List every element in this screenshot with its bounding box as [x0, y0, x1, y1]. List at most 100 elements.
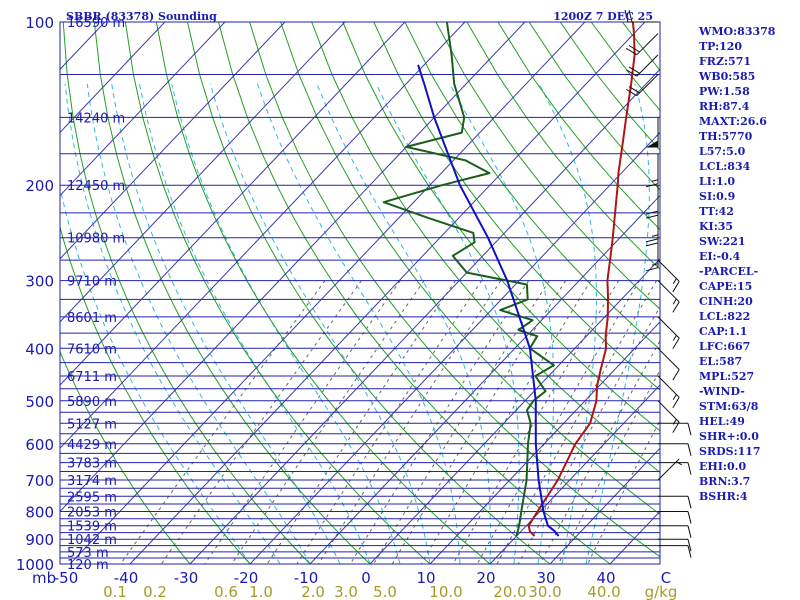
wind-barb-half-feather	[651, 263, 659, 266]
index-14: SW:221	[699, 235, 746, 248]
wind-barb-feather	[625, 69, 638, 77]
valid-time: 1200Z 7 DEC 25	[553, 10, 653, 23]
wind-barb-2	[658, 525, 692, 538]
wind-barb-feather	[687, 443, 692, 456]
isotherm-6	[60, 22, 346, 323]
wind-barb-3	[658, 511, 692, 524]
wind-barb-staff	[657, 280, 680, 303]
height-label-16: 1042 m	[67, 533, 117, 548]
wind-barb-feather	[628, 86, 640, 94]
height-label-7: 6711 m	[67, 370, 117, 385]
isotherm-12	[189, 68, 660, 564]
height-label-11: 3783 m	[67, 457, 117, 472]
wind-barb-feather	[645, 242, 659, 247]
plot-border	[59, 21, 661, 565]
wind-barb-feather	[687, 496, 692, 509]
pressure-label-600: 600	[25, 436, 54, 454]
wind-barb-10	[657, 375, 680, 409]
mixing-ratio-line-8	[373, 280, 550, 564]
wind-barbs	[624, 9, 692, 558]
height-label-2: 12450 m	[67, 179, 125, 194]
moist-adiabat-7	[257, 83, 461, 564]
height-label-4: 9710 m	[67, 275, 117, 290]
pressure-label-300: 300	[25, 273, 54, 291]
pressure-label-100: 100	[25, 14, 54, 32]
temperature-tick-3: -20	[234, 569, 259, 587]
height-label-6: 7610 m	[67, 342, 117, 357]
height-label-14: 2053 m	[67, 506, 117, 521]
isotherm-7	[60, 22, 406, 386]
pressure-label-1000: 1000	[16, 556, 54, 574]
parcel-path-line	[417, 64, 560, 537]
index-6: MAXT:26.6	[699, 115, 767, 128]
wind-barb-4	[658, 495, 692, 509]
wind-barb-feather	[624, 9, 629, 23]
pressure-label-500: 500	[25, 393, 54, 411]
wind-barb-feather	[672, 421, 680, 433]
index-4: PW:1.58	[699, 85, 750, 98]
index-15: EI:-0.4	[699, 250, 741, 263]
plot-frame	[59, 21, 661, 565]
index-11: SI:0.9	[699, 190, 735, 203]
height-label-10: 4429 m	[67, 438, 117, 453]
wind-barb-11	[657, 347, 680, 381]
isotherm-17	[489, 384, 660, 564]
mixing-ratio-tick-6: 5.0	[373, 583, 397, 600]
mixing-ratio-tick-7: 10.0	[429, 583, 462, 600]
isotherm-4	[60, 22, 226, 197]
wind-barb-feather	[672, 281, 680, 293]
wind-barb-half-feather	[651, 179, 659, 182]
height-label-5: 8601 m	[67, 311, 117, 326]
index-25: STM:63/8	[699, 400, 759, 413]
wind-barb-staff	[636, 33, 659, 56]
wind-barb-12	[657, 316, 680, 349]
wind-barb-feather	[687, 462, 692, 475]
mixing-ratio-tick-1: 0.2	[143, 583, 167, 600]
height-label-8: 5890 m	[67, 395, 117, 410]
wind-barb-feather	[687, 545, 692, 558]
index-22: EL:587	[699, 355, 742, 368]
mixing-ratio-tick-9: 30.0	[528, 583, 561, 600]
pressure-unit-label: mb	[32, 569, 56, 587]
isotherms	[60, 22, 660, 564]
height-labels: 16590 m 14240 m 12450 m 10980 m 9710 m 8601 m…	[67, 16, 125, 573]
index-20: CAP:1.1	[699, 325, 747, 338]
wind-barb-21	[625, 54, 659, 77]
temperature-axis-labels: -50 -40 -30 -20 -10 0 10 20 30 40 C	[54, 569, 671, 587]
wind-barb-feather	[628, 45, 640, 53]
height-label-13: 2595 m	[67, 490, 117, 505]
temperature-line	[527, 22, 636, 537]
wind-barb-16	[645, 212, 659, 247]
dewpoint-line	[382, 22, 555, 537]
isotherm-3	[60, 22, 166, 134]
index-28: SRDS:117	[699, 445, 761, 458]
index-29: EHI:0.0	[699, 460, 746, 473]
wind-barb-half-feather	[672, 298, 677, 305]
temperature-tick-2: -30	[174, 569, 199, 587]
mixing-ratio-line-7	[349, 280, 530, 564]
wind-barb-feather	[687, 423, 692, 436]
wind-barb-staff	[657, 259, 680, 282]
isotherm-14	[309, 194, 660, 564]
index-12: TT:42	[699, 205, 734, 218]
wind-barb-staff	[636, 74, 659, 97]
height-label-1: 14240 m	[67, 111, 125, 126]
index-10: LI:1.0	[699, 175, 735, 188]
index-2: FRZ:571	[699, 55, 751, 68]
index-21: LFC:667	[699, 340, 750, 353]
wind-barb-feather	[687, 539, 692, 552]
wind-barb-feather	[672, 369, 680, 381]
mixing-ratio-tick-3: 1.0	[249, 583, 273, 600]
temperature-tick-9: 40	[596, 569, 615, 587]
height-label-0: 16590 m	[67, 16, 125, 31]
pressure-axis-labels: 100 200 300 400 500 600 700 800 900 1000	[16, 14, 54, 574]
pressure-label-800: 800	[25, 504, 54, 522]
wind-barb-20	[625, 74, 659, 97]
wind-barb-0	[658, 545, 692, 558]
wind-barb-feather	[625, 47, 638, 56]
temperature-tick-6: 10	[416, 569, 435, 587]
temperature-tick-4: -10	[294, 569, 319, 587]
isotherm-9	[60, 22, 526, 513]
mixing-ratio-tick-4: 2.0	[301, 583, 325, 600]
